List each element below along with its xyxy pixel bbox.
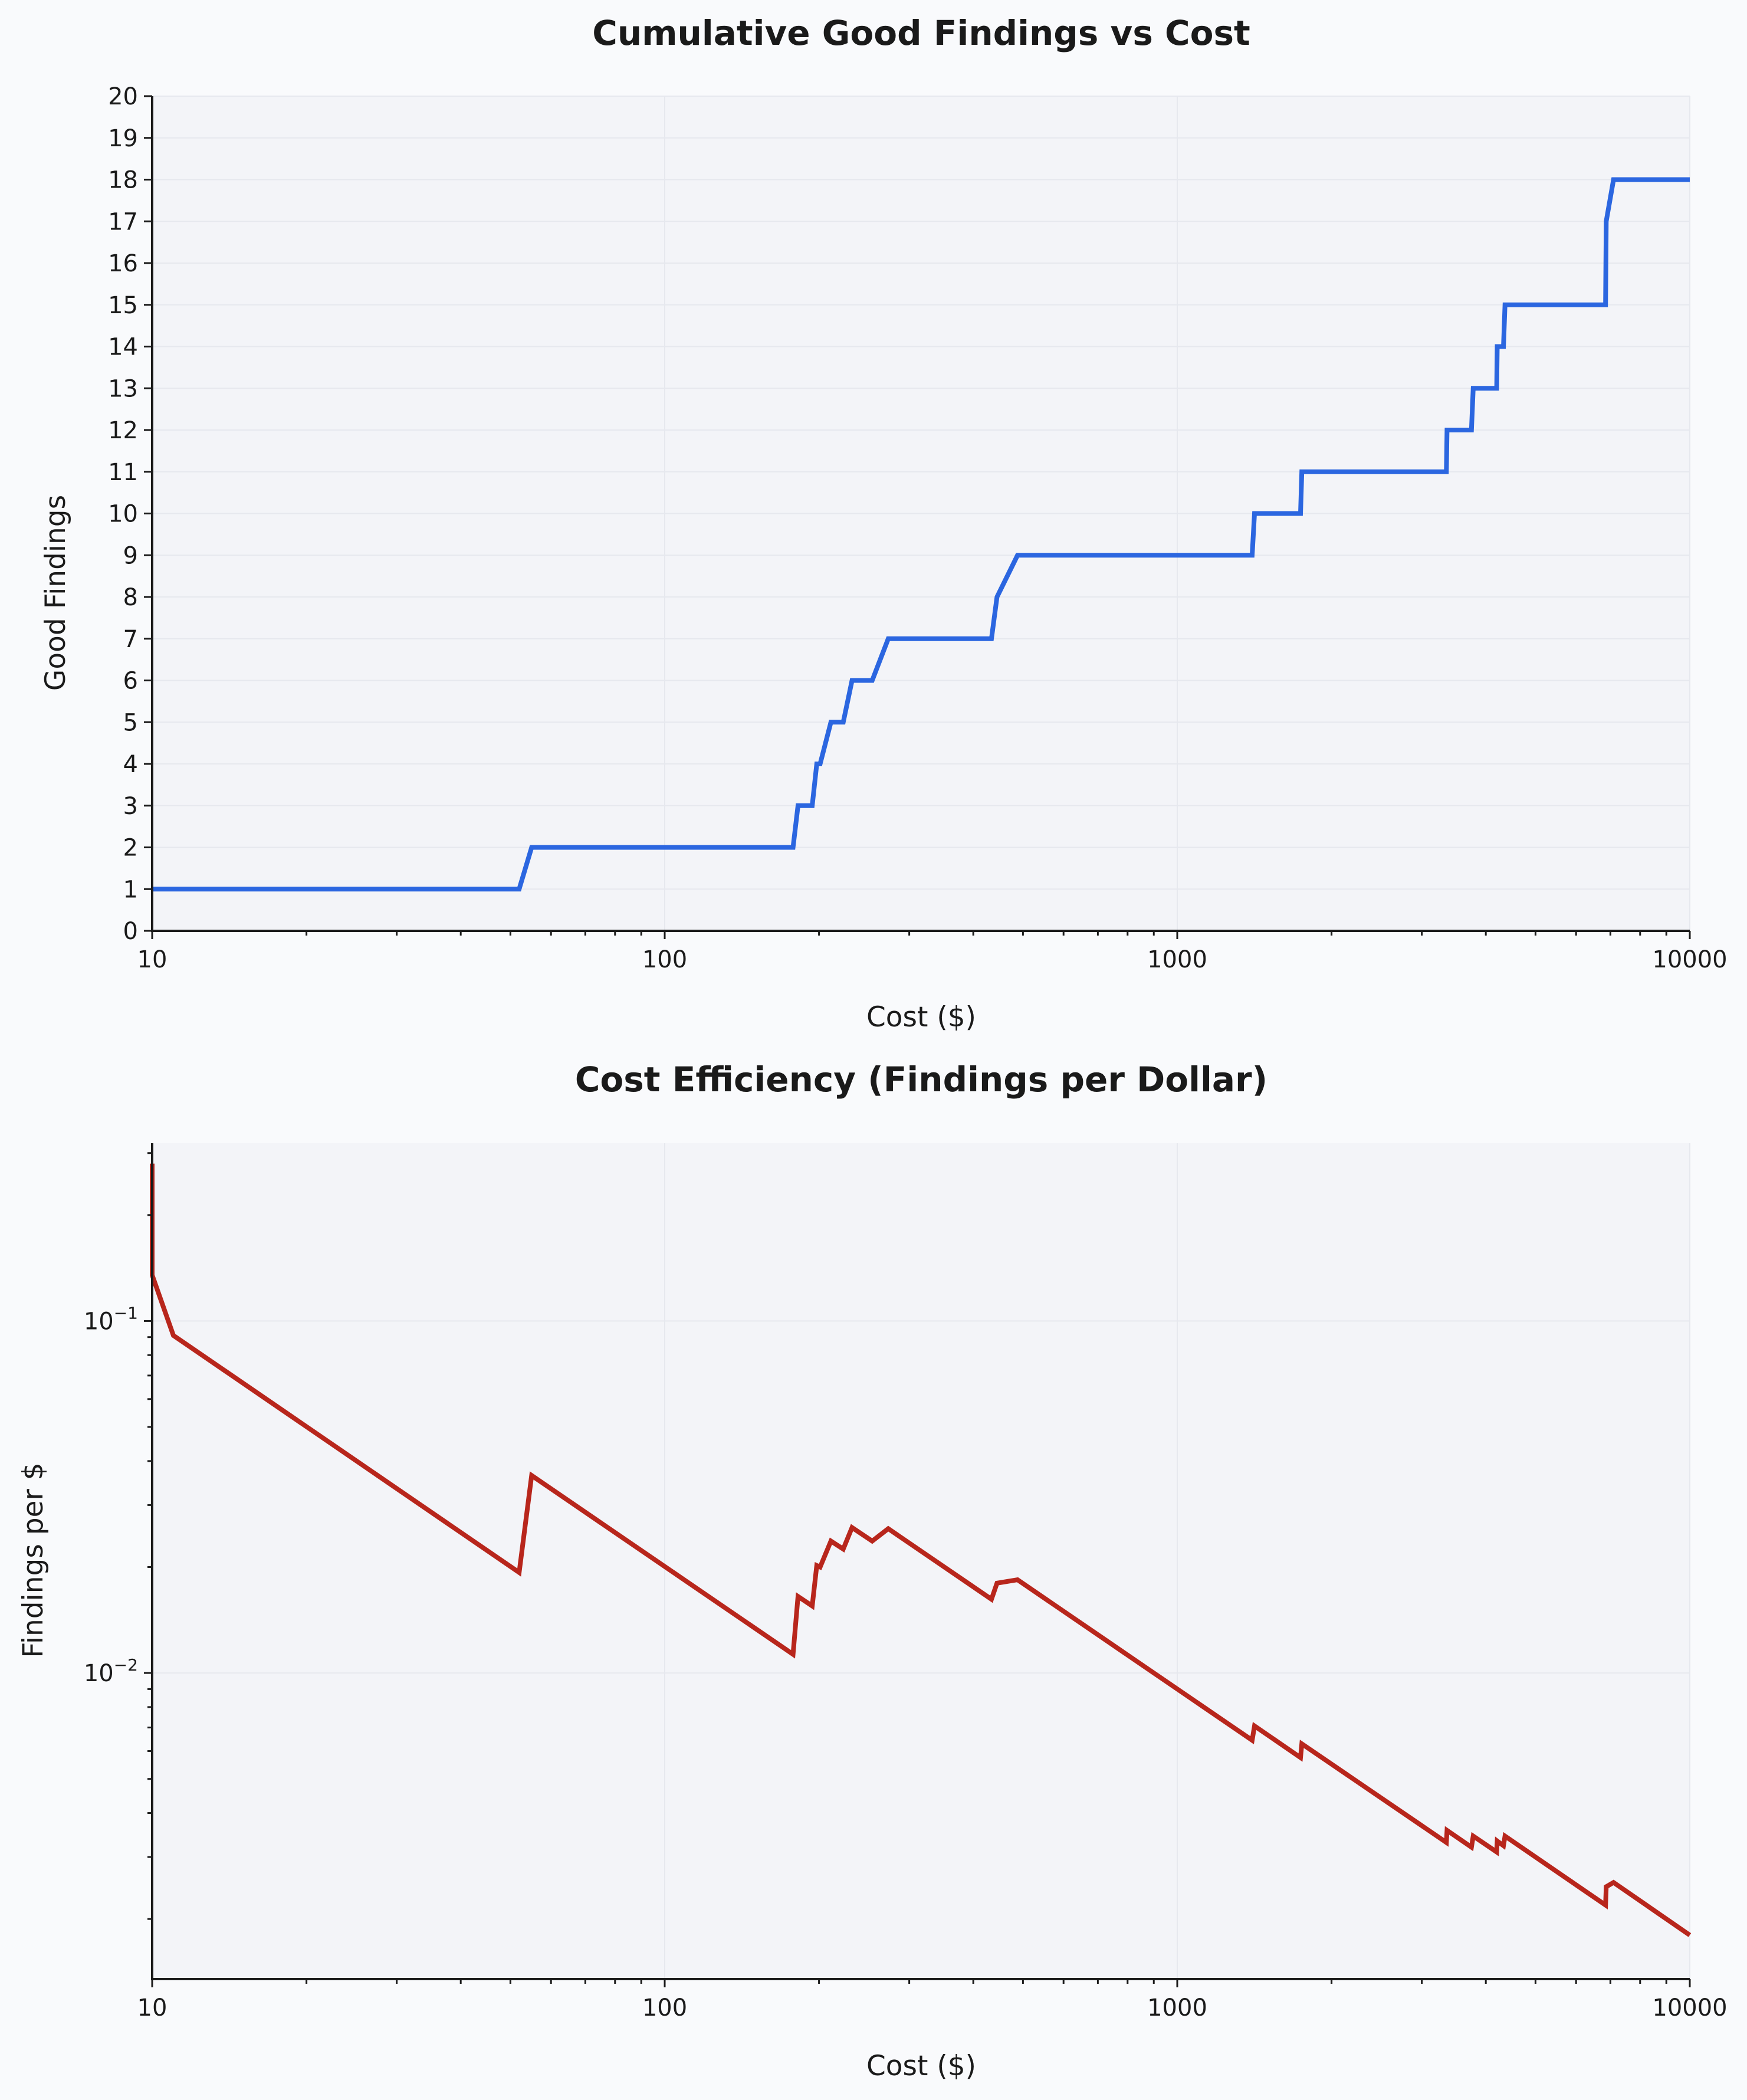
x-axis-label: Cost ($): [866, 1001, 976, 1033]
x-tick-label: 10: [137, 946, 168, 973]
y-tick-label: 15: [108, 292, 138, 319]
series-line: [150, 1163, 1692, 1937]
y-tick-label: 13: [108, 375, 138, 402]
x-tick-label: 1000: [1147, 1994, 1207, 2022]
y-tick-label: 7: [123, 626, 138, 653]
y-ticks: 10−2 10−1: [84, 1152, 152, 1920]
y-tick-label: 5: [123, 709, 138, 736]
y-tick-label: 17: [108, 208, 138, 235]
series-line: [152, 177, 1690, 892]
x-tick-label: 100: [642, 946, 687, 973]
y-tick-label: 2: [123, 835, 138, 862]
y-tick-label: 10: [108, 501, 138, 528]
y-tick-label: 8: [123, 584, 138, 611]
grid: [152, 96, 1690, 931]
y-tick-label: 10−2: [84, 1655, 138, 1687]
y-axis-label: Findings per $: [17, 1462, 50, 1658]
axes: [151, 1143, 1690, 1980]
x-ticks: 10 100 1000 10000: [137, 931, 1728, 973]
y-tick-label: 16: [108, 250, 138, 277]
y-tick-label: 19: [108, 125, 138, 152]
x-tick-label: 10: [137, 1994, 168, 2022]
x-ticks: 10 100 1000 10000: [137, 1979, 1728, 2022]
y-tick-label: 11: [108, 459, 138, 486]
chart-title: Cumulative Good Findings vs Cost: [592, 13, 1250, 53]
y-tick-label: 9: [123, 542, 138, 569]
chart-title: Cost Efficiency (Findings per Dollar): [575, 1059, 1267, 1100]
y-tick-label: 0: [123, 918, 138, 945]
y-tick-label: 10−1: [84, 1303, 138, 1335]
cost-efficiency-chart: Cost Efficiency (Findings per Dollar) 10…: [17, 1059, 1728, 2082]
x-tick-label: 1000: [1147, 946, 1207, 973]
y-tick-label: 4: [123, 751, 138, 778]
y-tick-label: 6: [123, 668, 138, 695]
y-tick-label: 18: [108, 167, 138, 194]
y-tick-label: 14: [108, 334, 138, 361]
x-axis-label: Cost ($): [866, 2050, 976, 2082]
series-layer: [150, 1163, 1692, 1937]
cumulative-findings-chart: Cumulative Good Findings vs Cost 10 100 10…: [40, 13, 1728, 1033]
y-tick-label: 3: [123, 793, 138, 820]
plot-area: [152, 1143, 1690, 1979]
y-tick-label: 20: [108, 83, 138, 110]
y-axis-label: Good Findings: [40, 495, 72, 691]
y-tick-label: 12: [108, 417, 138, 444]
y-tick-label: 1: [123, 876, 138, 903]
x-tick-label: 100: [642, 1994, 687, 2022]
x-tick-label: 10000: [1652, 946, 1727, 973]
x-tick-label: 10000: [1652, 1994, 1727, 2022]
series-layer: [152, 177, 1690, 892]
